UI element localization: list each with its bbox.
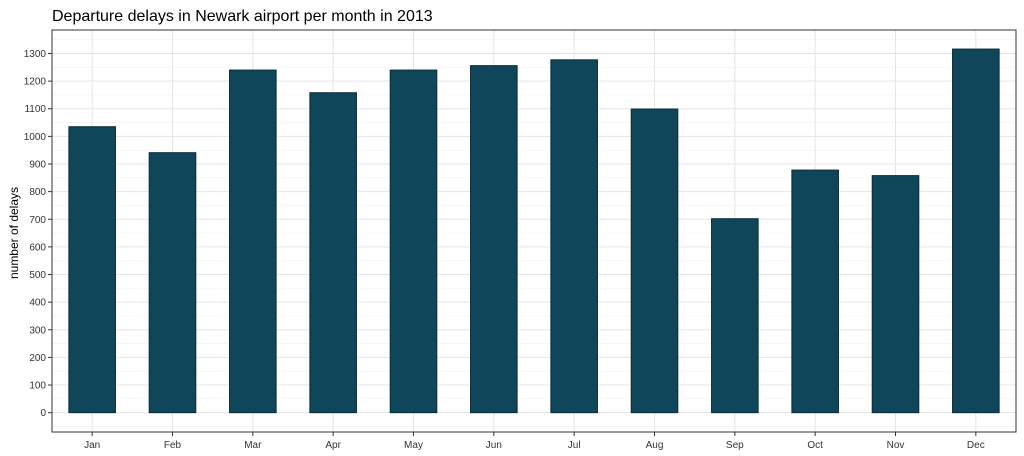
x-tick-label: Nov: [887, 440, 905, 451]
bar-dec: [952, 48, 1000, 414]
y-tick-label: 800: [29, 187, 46, 198]
y-axis-ticks: 0 100 200 300 400 500 600 700 800 900 1000 1100 1200…: [24, 49, 52, 419]
bar-mar: [229, 69, 277, 414]
x-tick-label: Mar: [244, 440, 262, 451]
x-tick-label: Oct: [807, 440, 823, 451]
bar-apr: [309, 92, 357, 414]
x-tick-label: Apr: [325, 440, 341, 451]
y-tick-label: 0: [40, 408, 46, 419]
bar-oct: [791, 169, 839, 414]
bar-nov: [871, 175, 920, 414]
x-tick-label: Jan: [84, 440, 100, 451]
x-tick-label: Aug: [646, 440, 664, 451]
y-tick-label: 600: [29, 242, 46, 253]
bars: [68, 48, 1000, 414]
y-tick-label: 200: [29, 353, 46, 364]
bar-sep: [711, 218, 759, 414]
x-tick-label: Sep: [726, 440, 744, 451]
bar-aug: [630, 108, 679, 414]
y-tick-label: 1300: [24, 49, 47, 60]
y-axis-label: number of delays: [7, 187, 21, 279]
x-tick-label: Feb: [164, 440, 182, 451]
y-tick-label: 400: [29, 298, 46, 309]
bar-jan: [68, 126, 116, 414]
plot-panel-border: [51, 29, 1017, 433]
bar-feb: [148, 152, 197, 414]
y-tick-label: 900: [29, 160, 46, 171]
bar-jul: [550, 59, 598, 414]
bar-may: [389, 69, 438, 414]
bar-jun: [470, 65, 518, 414]
grid-lines: [52, 30, 1016, 432]
x-axis-ticks: Jan Feb Mar Apr May Jun Jul Aug Sep Oct Nov Dec: [84, 432, 985, 451]
x-tick-label: Jul: [568, 440, 581, 451]
y-tick-label: 1200: [24, 77, 47, 88]
x-tick-label: May: [404, 440, 423, 451]
y-tick-label: 500: [29, 270, 46, 281]
chart-title: Departure delays in Newark airport per m…: [52, 8, 433, 25]
y-tick-label: 300: [29, 325, 46, 336]
y-tick-label: 700: [29, 215, 46, 226]
y-tick-label: 1000: [24, 132, 47, 143]
y-tick-label: 1100: [24, 104, 46, 115]
y-tick-label: 100: [29, 381, 46, 392]
x-tick-label: Jun: [486, 440, 502, 451]
x-tick-label: Dec: [967, 440, 985, 451]
